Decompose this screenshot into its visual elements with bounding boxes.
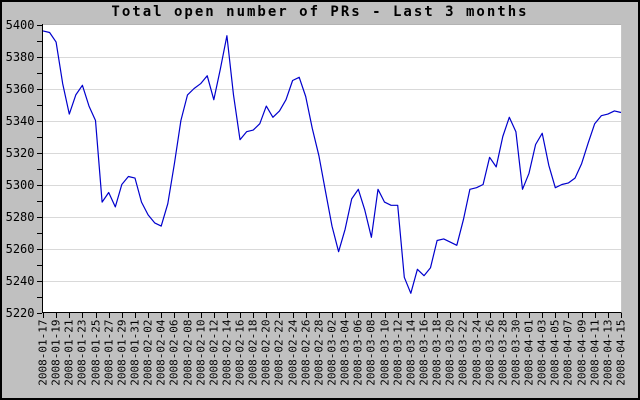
x-axis-label: 2008-02-16 [234, 320, 247, 386]
x-axis-label: 2008-03-20 [444, 320, 457, 386]
x-axis-label: 2008-04-01 [523, 320, 536, 386]
y-axis-label: 5220 [6, 306, 35, 320]
x-axis-label: 2008-03-02 [326, 320, 339, 386]
y-axis-label: 5240 [6, 274, 35, 288]
x-axis-label: 2008-02-20 [260, 320, 273, 386]
x-axis-label: 2008-01-23 [76, 320, 89, 386]
x-axis-label: 2008-02-18 [247, 320, 260, 386]
x-axis-label: 2008-01-25 [90, 320, 103, 386]
x-axis-label: 2008-01-17 [37, 320, 50, 386]
x-axis-label: 2008-02-26 [300, 320, 313, 386]
y-axis-label: 5320 [6, 146, 35, 160]
x-axis-label: 2008-01-19 [50, 320, 63, 386]
x-axis-label: 2008-04-13 [602, 320, 615, 386]
x-axis-label: 2008-03-26 [484, 320, 497, 386]
x-axis-label: 2008-03-04 [339, 319, 352, 386]
data-line-series [42, 30, 622, 294]
x-axis-label: 2008-03-14 [405, 319, 418, 386]
x-axis-label: 2008-03-16 [418, 320, 431, 386]
x-axis-label: 2008-03-06 [352, 320, 365, 386]
x-axis-label: 2008-03-28 [497, 320, 510, 386]
x-axis-label: 2008-01-31 [129, 320, 142, 386]
x-axis-label: 2008-03-18 [431, 320, 444, 386]
x-axis-label: 2008-03-24 [471, 319, 484, 386]
x-axis-label: 2008-03-12 [392, 320, 405, 386]
x-axis-label: 2008-04-03 [536, 320, 549, 386]
x-axis-label: 2008-01-21 [63, 320, 76, 386]
y-axis-label: 5380 [6, 50, 35, 64]
x-axis-label: 2008-04-05 [549, 320, 562, 386]
y-axis-label: 5340 [6, 114, 35, 128]
x-axis-label: 2008-02-10 [195, 320, 208, 386]
x-axis-label: 2008-01-29 [116, 320, 129, 386]
y-axis-label: 5260 [6, 242, 35, 256]
y-axis-label: 5280 [6, 210, 35, 224]
x-axis-label: 2008-02-12 [208, 320, 221, 386]
x-axis-label: 2008-02-08 [182, 320, 195, 386]
x-axis-label: 2008-02-06 [168, 320, 181, 386]
x-axis-label: 2008-04-15 [615, 320, 628, 386]
y-axis-label: 5300 [6, 178, 35, 192]
x-axis-label: 2008-02-04 [155, 319, 168, 386]
x-axis-label: 2008-04-09 [576, 320, 589, 386]
x-axis-label: 2008-02-14 [221, 319, 234, 386]
x-axis-label: 2008-03-10 [379, 320, 392, 386]
plot-area [42, 24, 622, 313]
y-axis-label: 5360 [6, 82, 35, 96]
x-axis-label: 2008-03-30 [510, 320, 523, 386]
x-axis-label: 2008-02-02 [142, 320, 155, 386]
x-axis-label: 2008-04-11 [589, 320, 602, 386]
x-axis-label: 2008-02-22 [273, 320, 286, 386]
x-axis-label: 2008-02-28 [313, 320, 326, 386]
x-axis-label: 2008-02-24 [287, 319, 300, 386]
chart-title: Total open number of PRs - Last 3 months [111, 4, 529, 20]
y-axis-label: 5400 [6, 18, 35, 32]
x-axis-label: 2008-01-27 [103, 320, 116, 386]
x-axis-label: 2008-04-07 [562, 320, 575, 386]
x-axis-label: 2008-03-08 [365, 320, 378, 386]
x-axis-label: 2008-03-22 [457, 320, 470, 386]
